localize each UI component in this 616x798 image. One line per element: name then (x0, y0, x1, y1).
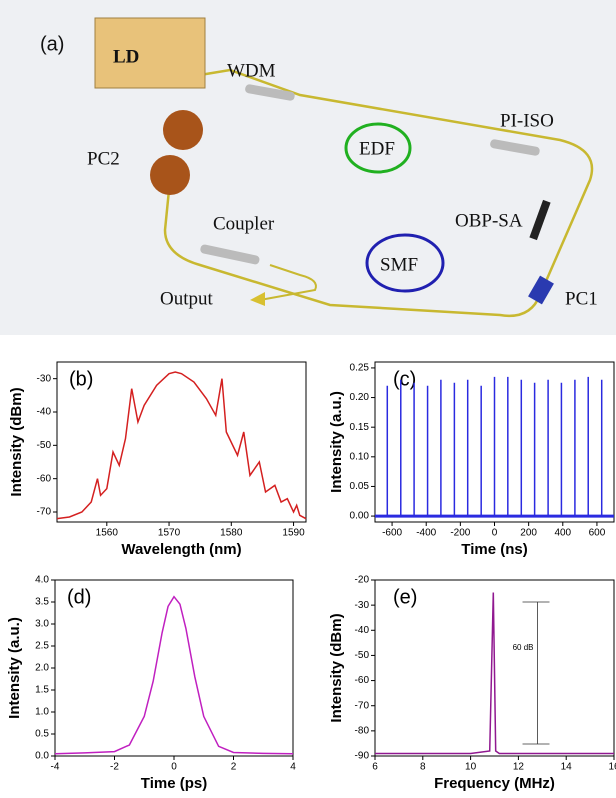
plot-frame (56, 361, 307, 523)
series-line (54, 595, 294, 755)
x-tick-label: 400 (554, 528, 571, 539)
y-tick-label: 2.0 (35, 663, 49, 674)
y-tick-label: 3.0 (35, 619, 49, 630)
edf-coil (344, 122, 412, 174)
x-tick-label: 14 (561, 762, 573, 773)
wdm-body (245, 84, 295, 101)
y-tick-label: 0.25 (350, 363, 370, 374)
y-tick-label: -70 (355, 700, 370, 711)
x-tick-label: 16 (608, 762, 616, 773)
label: LD (113, 46, 139, 67)
label: WDM (227, 60, 276, 81)
y-tick-label: 0.05 (350, 481, 370, 492)
output-fiber (259, 264, 317, 301)
pc2-paddle (150, 155, 190, 195)
y-tick-label: -40 (37, 407, 52, 418)
obp-sa (529, 199, 551, 241)
series-line (375, 592, 614, 755)
label: PC1 (565, 288, 598, 309)
panel-label: (a) (40, 33, 64, 55)
x-tick-label: 1560 (96, 528, 119, 539)
y-axis-label: Intensity (dBm) (8, 387, 25, 496)
x-tick-label: 0 (492, 528, 498, 539)
x-tick-label: -2 (110, 762, 119, 773)
output-arrow (250, 292, 265, 306)
x-tick-label: 1580 (220, 528, 243, 539)
label: PI-ISO (500, 110, 554, 131)
y-tick-label: -80 (355, 725, 370, 736)
fiber-ring (163, 68, 594, 318)
x-tick-label: 600 (589, 528, 606, 539)
y-tick-label: -30 (37, 373, 52, 384)
pc2-paddle (163, 110, 203, 150)
panel-label: (e) (393, 586, 417, 608)
label: SMF (380, 254, 418, 275)
x-tick-label: -600 (382, 528, 402, 539)
label: PC2 (87, 148, 120, 169)
x-tick-label: 12 (513, 762, 525, 773)
label: Coupler (213, 213, 275, 234)
x-tick-label: 1590 (282, 528, 305, 539)
x-tick-label: 8 (420, 762, 426, 773)
y-tick-label: 0.5 (35, 729, 49, 740)
x-tick-label: 200 (520, 528, 537, 539)
label: OBP-SA (455, 210, 523, 231)
panel-label: (d) (67, 586, 91, 608)
y-axis-label: Intensity (a.u.) (6, 617, 23, 719)
x-tick-label: -4 (51, 762, 60, 773)
x-axis-label: Wavelength (nm) (121, 541, 241, 558)
y-tick-label: -40 (355, 625, 370, 636)
y-tick-label: -20 (355, 575, 370, 586)
pc1-body (528, 275, 554, 305)
y-tick-label: 4.0 (35, 575, 49, 586)
y-tick-label: -30 (355, 600, 370, 611)
smf-coil (365, 233, 445, 293)
label: Output (160, 288, 214, 309)
ld-box (94, 17, 206, 89)
y-tick-label: -60 (37, 473, 52, 484)
y-tick-label: 2.5 (35, 641, 49, 652)
x-tick-label: 2 (231, 762, 237, 773)
y-tick-label: -50 (355, 650, 370, 661)
y-tick-label: 3.5 (35, 597, 49, 608)
iso-body (490, 139, 540, 156)
x-tick-label: -200 (450, 528, 470, 539)
y-tick-label: 0.10 (350, 451, 370, 462)
x-axis-label: Frequency (MHz) (434, 775, 555, 792)
label: EDF (359, 138, 395, 159)
y-axis-label: Intensity (a.u.) (328, 391, 345, 493)
x-tick-label: -400 (416, 528, 436, 539)
setup-diagram: (a) LD WDM EDF PI-ISO PC2 OBP-SA Coupler… (0, 0, 616, 335)
y-tick-label: -70 (37, 507, 52, 518)
panel-label: (c) (393, 368, 416, 390)
y-axis-label: Intensity (dBm) (328, 613, 345, 722)
x-tick-label: 0 (171, 762, 177, 773)
panel-label: (b) (69, 368, 93, 390)
y-tick-label: -50 (37, 440, 52, 451)
y-tick-label: -60 (355, 675, 370, 686)
x-tick-label: 4 (290, 762, 296, 773)
y-tick-label: 0.15 (350, 422, 370, 433)
x-tick-label: 1570 (158, 528, 181, 539)
y-tick-label: 1.0 (35, 707, 49, 718)
x-axis-label: Time (ps) (141, 775, 207, 792)
annotation: 60 dB (513, 643, 534, 652)
y-tick-label: 0.00 (350, 511, 370, 522)
y-tick-label: 0.20 (350, 392, 370, 403)
x-tick-label: 10 (465, 762, 477, 773)
coupler-body (200, 244, 260, 265)
x-tick-label: 6 (372, 762, 378, 773)
y-tick-label: 1.5 (35, 685, 49, 696)
series-line (56, 371, 307, 520)
plot-frame (374, 579, 615, 757)
x-axis-label: Time (ns) (461, 541, 527, 558)
y-tick-label: -90 (355, 751, 370, 762)
y-tick-label: 0.0 (35, 751, 49, 762)
